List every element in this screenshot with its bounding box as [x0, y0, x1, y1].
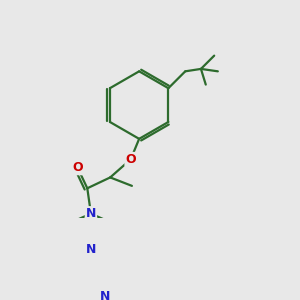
Text: N: N [100, 290, 110, 300]
Text: N: N [86, 207, 96, 220]
Text: O: O [125, 153, 136, 166]
Text: N: N [86, 243, 96, 256]
Text: O: O [72, 161, 83, 174]
